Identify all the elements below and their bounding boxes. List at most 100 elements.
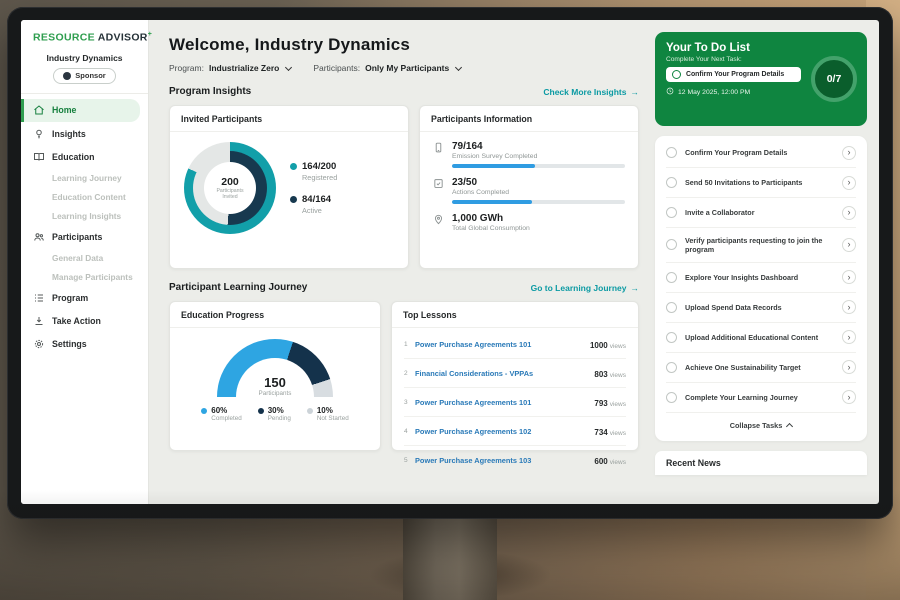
task-checkbox[interactable] <box>672 70 681 79</box>
sidebar-item-education-content[interactable]: Education Content <box>21 188 148 207</box>
download-arrow-icon <box>33 315 45 327</box>
top-lessons-card: Top Lessons 1 Power Purchase Agreements … <box>391 301 639 466</box>
program-filter[interactable]: Program: Industrialize Zero <box>169 63 293 73</box>
chevron-right-icon[interactable]: › <box>842 145 856 160</box>
sidebar-item-insights[interactable]: Insights <box>21 123 148 146</box>
lesson-title-link[interactable]: Financial Considerations - VPPAs <box>415 368 534 378</box>
recent-news-header[interactable]: Recent News <box>655 450 867 475</box>
location-pin-icon <box>433 214 444 232</box>
task-row[interactable]: Achieve One Sustainability Target › <box>666 353 856 383</box>
lesson-views: 734 <box>594 428 608 437</box>
sidebar-item-general-data[interactable]: General Data <box>21 249 148 268</box>
task-checkbox[interactable] <box>666 301 677 313</box>
chevron-glyph: › <box>847 391 851 402</box>
task-label: Upload Additional Educational Content <box>685 332 819 342</box>
task-label: Achieve One Sustainability Target <box>685 362 801 372</box>
chevron-right-icon[interactable]: › <box>842 175 856 190</box>
stat-value: 23/50 <box>452 177 478 188</box>
lesson-row[interactable]: 5 Power Purchase Agreements 103 600 views <box>404 446 626 474</box>
sidebar-divider <box>21 92 148 94</box>
views-label: views <box>609 343 626 350</box>
stat-label: Actions Completed <box>452 189 510 196</box>
sidebar-item-education[interactable]: Education <box>21 146 148 169</box>
lesson-title-link[interactable]: Power Purchase Agreements 102 <box>415 426 532 436</box>
task-checkbox[interactable] <box>666 177 677 188</box>
participants-filter-value: Only My Participants <box>365 63 450 73</box>
task-label: Invite a Collaborator <box>685 207 755 217</box>
monitor-stand-shadow <box>330 540 590 600</box>
lesson-title-link[interactable]: Power Purchase Agreements 101 <box>415 397 532 407</box>
sidebar-item-manage-participants[interactable]: Manage Participants <box>21 268 148 287</box>
task-row[interactable]: Send 50 Invitations to Participants › <box>666 168 856 198</box>
sidebar-item-learning-insights[interactable]: Learning Insights <box>21 207 148 226</box>
lesson-title-link[interactable]: Power Purchase Agreements 101 <box>415 339 532 349</box>
sidebar-item-label: General Data <box>52 253 104 263</box>
program-filter-label: Program: <box>169 63 204 73</box>
chevron-right-icon[interactable]: › <box>842 270 856 285</box>
chevron-up-icon <box>786 423 794 431</box>
lesson-rank: 1 <box>404 340 408 348</box>
monitor-bezel: RESOURCE ADVISOR+ Industry Dynamics Spon… <box>7 7 893 519</box>
chevron-right-icon[interactable]: › <box>842 205 856 220</box>
lesson-row[interactable]: 1 Power Purchase Agreements 101 1000 view… <box>404 330 626 359</box>
task-checkbox[interactable] <box>666 391 677 403</box>
legend-item: 84/164 Active <box>290 194 337 215</box>
sidebar: RESOURCE ADVISOR+ Industry Dynamics Spon… <box>21 20 152 504</box>
task-label: Verify participants requesting to join t… <box>685 235 823 254</box>
completed-legend-dot <box>201 408 208 414</box>
legend-item: 30% Pending <box>257 406 291 422</box>
participants-filter-label: Participants: <box>313 63 361 73</box>
donut-center-value: 200 <box>221 175 239 188</box>
task-checkbox[interactable] <box>666 271 677 283</box>
chevron-right-icon[interactable]: › <box>842 360 856 375</box>
org-name: Industry Dynamics <box>46 52 123 63</box>
sidebar-item-settings[interactable]: Settings <box>21 333 148 356</box>
next-task-label: Confirm Your Program Details <box>686 71 785 78</box>
sidebar-item-take-action[interactable]: Take Action <box>21 310 148 333</box>
task-row[interactable]: Complete Your Learning Journey › <box>666 383 856 413</box>
lesson-title-link[interactable]: Power Purchase Agreements 103 <box>415 455 532 465</box>
task-row[interactable]: Explore Your Insights Dashboard › <box>666 263 856 293</box>
task-checkbox[interactable] <box>666 207 677 218</box>
legend-item: 10% Not Started <box>306 406 349 422</box>
task-row[interactable]: Confirm Your Program Details › <box>666 138 856 168</box>
legend-label: Active <box>302 206 322 215</box>
task-checkbox[interactable] <box>666 361 677 373</box>
sidebar-item-learning-journey[interactable]: Learning Journey <box>21 169 148 188</box>
chevron-right-icon[interactable]: › <box>842 330 856 345</box>
lesson-rank: 5 <box>404 456 408 464</box>
task-checkbox[interactable] <box>666 331 677 343</box>
check-more-insights-link[interactable]: Check More Insights → <box>543 87 639 97</box>
lesson-views: 803 <box>594 370 608 379</box>
task-row[interactable]: Invite a Collaborator › <box>666 198 856 228</box>
sidebar-item-label: Education Content <box>52 192 126 202</box>
legend-label: Pending <box>267 415 291 422</box>
sidebar-item-program[interactable]: Program <box>21 287 148 310</box>
chevron-glyph: › <box>847 239 851 250</box>
sidebar-item-participants[interactable]: Participants <box>21 226 148 249</box>
participants-filter[interactable]: Participants: Only My Participants <box>313 63 463 73</box>
sponsor-label: Sponsor <box>75 71 106 80</box>
task-row[interactable]: Upload Spend Data Records › <box>666 293 856 323</box>
home-icon <box>33 104 45 116</box>
lesson-row[interactable]: 3 Power Purchase Agreements 101 793 views <box>404 388 626 417</box>
task-row[interactable]: Verify participants requesting to join t… <box>666 228 856 263</box>
task-checkbox[interactable] <box>666 147 677 158</box>
collapse-tasks-button[interactable]: Collapse Tasks <box>666 413 856 439</box>
go-to-learning-journey-link[interactable]: Go to Learning Journey → <box>531 283 639 293</box>
not-started-legend-dot <box>306 408 313 414</box>
task-row[interactable]: Upload Additional Educational Content › <box>666 323 856 353</box>
sidebar-item-label: Participants <box>52 232 103 242</box>
lesson-row[interactable]: 4 Power Purchase Agreements 102 734 views <box>404 417 626 446</box>
chevron-right-icon[interactable]: › <box>842 237 856 252</box>
next-task-chip[interactable]: Confirm Your Program Details <box>666 67 801 82</box>
lesson-rank: 2 <box>404 369 408 377</box>
task-checkbox[interactable] <box>666 239 677 251</box>
chevron-right-icon[interactable]: › <box>842 390 856 405</box>
sidebar-item-home[interactable]: Home <box>21 98 140 122</box>
chevron-glyph: › <box>847 147 851 157</box>
chevron-right-icon[interactable]: › <box>842 300 856 315</box>
sponsor-badge[interactable]: Sponsor <box>53 67 116 84</box>
lesson-row[interactable]: 2 Financial Considerations - VPPAs 803 vi… <box>404 359 626 388</box>
legend-label: Not Started <box>316 415 349 422</box>
